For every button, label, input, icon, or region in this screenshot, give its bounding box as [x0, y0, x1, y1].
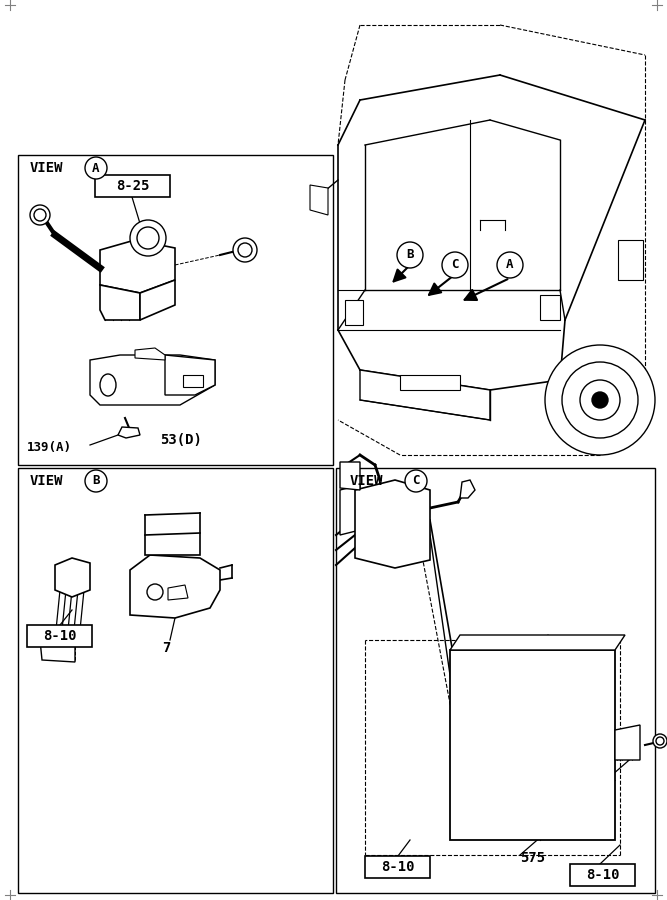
Bar — [18, 468, 333, 893]
Circle shape — [147, 584, 163, 600]
Polygon shape — [460, 480, 475, 498]
Polygon shape — [450, 635, 625, 650]
Polygon shape — [145, 533, 200, 555]
Circle shape — [592, 392, 608, 408]
Circle shape — [85, 157, 107, 179]
Circle shape — [130, 220, 166, 256]
Text: 8-10: 8-10 — [381, 860, 414, 874]
Text: VIEW: VIEW — [350, 474, 384, 488]
Polygon shape — [130, 555, 220, 618]
Text: B: B — [406, 248, 414, 262]
Circle shape — [562, 362, 638, 438]
Polygon shape — [165, 355, 215, 395]
Polygon shape — [100, 240, 175, 293]
Bar — [27, 625, 92, 647]
Circle shape — [137, 227, 159, 249]
Text: 575: 575 — [520, 851, 545, 865]
Text: VIEW: VIEW — [30, 161, 63, 175]
Polygon shape — [355, 480, 430, 568]
Text: B: B — [92, 474, 100, 488]
Polygon shape — [40, 640, 75, 662]
Text: C: C — [452, 258, 459, 272]
Polygon shape — [90, 355, 215, 405]
Text: VIEW: VIEW — [30, 474, 63, 488]
Polygon shape — [100, 285, 140, 320]
Polygon shape — [118, 427, 140, 438]
Circle shape — [653, 734, 667, 748]
Circle shape — [34, 209, 46, 221]
Circle shape — [497, 252, 523, 278]
Text: A: A — [506, 258, 514, 272]
Circle shape — [580, 380, 620, 420]
Bar — [183, 375, 203, 387]
Polygon shape — [140, 280, 175, 320]
Bar — [400, 375, 460, 390]
Text: A: A — [92, 161, 100, 175]
Text: 53(D): 53(D) — [160, 433, 202, 447]
Text: 8-10: 8-10 — [586, 868, 619, 882]
Circle shape — [233, 238, 257, 262]
Circle shape — [442, 252, 468, 278]
Polygon shape — [615, 725, 640, 760]
Bar — [336, 468, 655, 893]
Polygon shape — [55, 558, 90, 597]
Text: C: C — [412, 474, 420, 488]
Circle shape — [656, 737, 664, 745]
Polygon shape — [340, 485, 360, 535]
Bar — [540, 295, 560, 320]
Text: 8-25: 8-25 — [116, 179, 149, 193]
Bar — [18, 155, 333, 465]
Circle shape — [397, 242, 423, 268]
Circle shape — [545, 345, 655, 455]
Bar — [345, 300, 363, 325]
Polygon shape — [168, 585, 188, 600]
Circle shape — [85, 470, 107, 492]
Bar — [570, 864, 635, 886]
Polygon shape — [135, 348, 165, 360]
Text: 7: 7 — [162, 641, 170, 655]
Polygon shape — [360, 370, 490, 420]
Ellipse shape — [100, 374, 116, 396]
Polygon shape — [450, 650, 615, 840]
Circle shape — [30, 205, 50, 225]
Circle shape — [238, 243, 252, 257]
Polygon shape — [340, 462, 360, 490]
Circle shape — [405, 470, 427, 492]
Bar — [365, 856, 430, 878]
Bar — [618, 240, 643, 280]
Text: 139(A): 139(A) — [27, 442, 72, 454]
Polygon shape — [310, 185, 328, 215]
Bar — [95, 175, 170, 197]
Text: 8-10: 8-10 — [43, 629, 76, 643]
